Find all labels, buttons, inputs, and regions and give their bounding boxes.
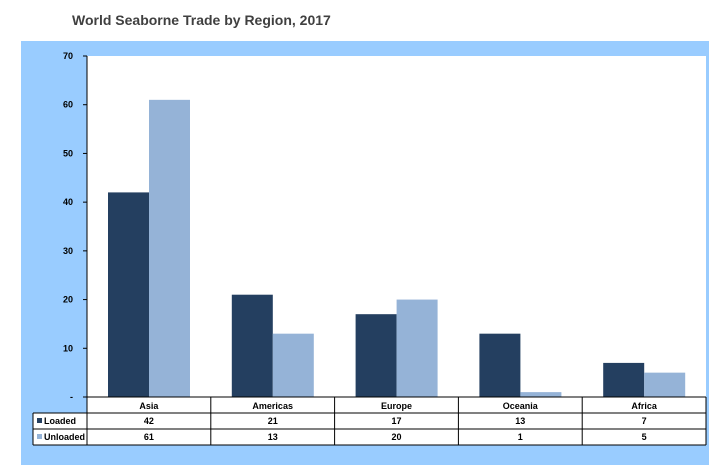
category-label: Americas — [252, 401, 293, 411]
data-label: 17 — [391, 416, 401, 426]
table-legend-cell — [33, 413, 87, 429]
bar-loaded — [603, 362, 645, 397]
data-label: 13 — [268, 432, 278, 442]
y-tick-label: - — [70, 392, 73, 402]
y-tick-label: 10 — [63, 343, 73, 353]
category-label: Europe — [381, 401, 412, 411]
data-label: 20 — [391, 432, 401, 442]
data-label: 13 — [515, 416, 525, 426]
data-label: 21 — [268, 416, 278, 426]
bar-unloaded — [520, 392, 562, 397]
bar-unloaded — [272, 333, 314, 397]
table-row-bg — [87, 429, 706, 445]
bar-loaded — [108, 192, 149, 397]
legend-swatch — [37, 434, 42, 439]
bar-unloaded — [644, 372, 686, 397]
y-tick-label: 40 — [63, 197, 73, 207]
legend-label: Unloaded — [44, 432, 85, 442]
y-tick-label: 60 — [63, 100, 73, 110]
legend-label: Loaded — [44, 416, 76, 426]
category-label: Asia — [139, 401, 159, 411]
bar-unloaded — [149, 99, 190, 397]
bar-loaded — [479, 333, 521, 397]
legend-swatch — [37, 418, 42, 423]
y-tick-label: 70 — [63, 51, 73, 61]
y-tick-label: 30 — [63, 246, 73, 256]
y-tick-label: 50 — [63, 148, 73, 158]
y-tick-label: 20 — [63, 295, 73, 305]
bar-loaded — [231, 294, 273, 397]
table-row-bg — [87, 413, 706, 429]
plot-area: - 10 20 30 40 50 60 70 Asia Americas Europe Oceania… — [32, 51, 707, 446]
data-label: 7 — [642, 416, 647, 426]
bar-loaded — [355, 314, 397, 397]
bar-unloaded — [396, 299, 438, 397]
category-label: Oceania — [503, 401, 539, 411]
data-label: 61 — [144, 432, 154, 442]
table-legend-cell — [33, 429, 87, 445]
data-label: 1 — [518, 432, 523, 442]
table-row-bg — [87, 397, 706, 413]
category-label: Africa — [631, 401, 658, 411]
data-label: 5 — [642, 432, 647, 442]
chart-title: World Seaborne Trade by Region, 2017 — [72, 12, 331, 28]
data-label: 42 — [144, 416, 154, 426]
